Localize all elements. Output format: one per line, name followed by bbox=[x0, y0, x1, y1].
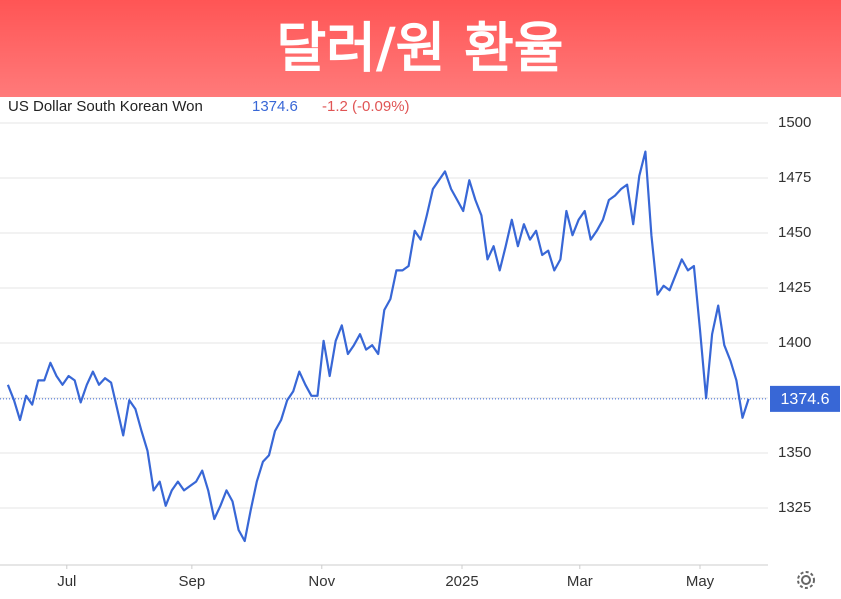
legend-name: US Dollar South Korean Won bbox=[8, 98, 203, 115]
chart-title: 달러/원 환율 bbox=[277, 17, 564, 80]
x-tick-label: Mar bbox=[567, 573, 593, 590]
price-change: -1.2 (-0.09%) bbox=[322, 98, 410, 115]
last-price: 1374.6 bbox=[252, 98, 298, 115]
y-tick-label: 1475 bbox=[778, 169, 811, 186]
x-tick-label: May bbox=[686, 573, 715, 590]
y-tick-label: 1500 bbox=[778, 114, 811, 131]
x-tick-label: Nov bbox=[308, 573, 335, 590]
x-tick-label: Sep bbox=[178, 573, 205, 590]
y-tick-label: 1425 bbox=[778, 279, 811, 296]
last-price-label: 1374.6 bbox=[781, 391, 830, 408]
price-line bbox=[6, 150, 750, 543]
settings-icon[interactable] bbox=[797, 571, 815, 589]
x-tick-label: 2025 bbox=[445, 573, 478, 590]
y-tick-label: 1400 bbox=[778, 334, 811, 351]
y-tick-label: 1325 bbox=[778, 499, 811, 516]
y-tick-label: 1350 bbox=[778, 444, 811, 461]
y-tick-label: 1450 bbox=[778, 224, 811, 241]
x-tick-label: Jul bbox=[57, 573, 76, 590]
header-band bbox=[0, 0, 841, 97]
last-price-box bbox=[770, 385, 840, 412]
